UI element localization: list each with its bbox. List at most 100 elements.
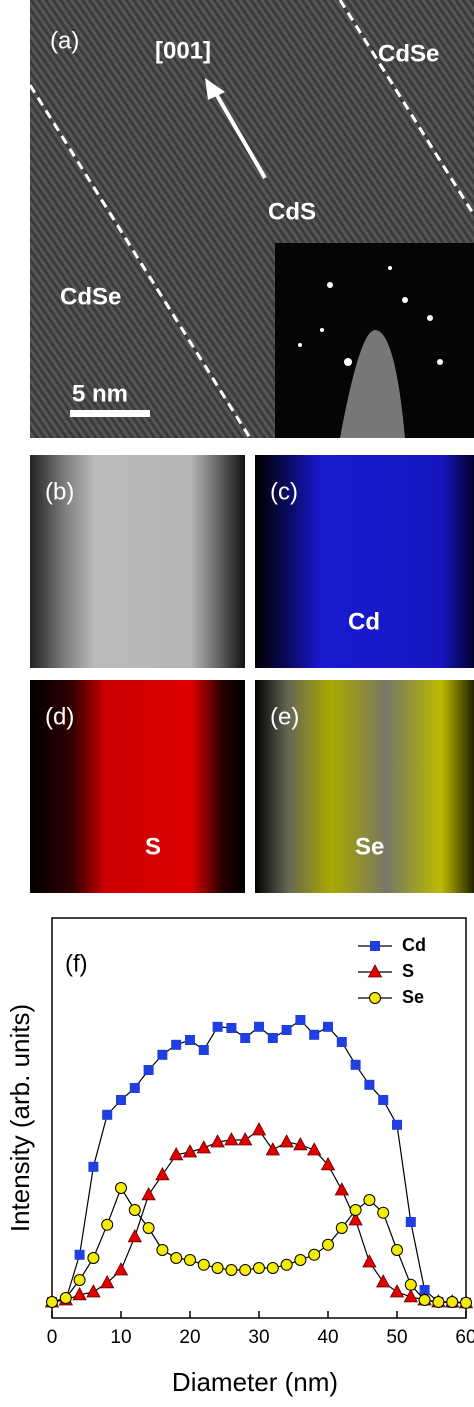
marker [334,1182,349,1196]
series-line [51,1019,466,1304]
marker [46,1296,58,1308]
marker [129,1083,140,1093]
marker [169,1146,184,1161]
marker [403,1288,418,1303]
marker [100,1274,115,1289]
marker [348,1212,363,1226]
element-label: Se [355,833,384,860]
marker [362,1254,377,1268]
series-line [51,1186,467,1304]
diffraction-spots [298,266,443,366]
x-tick-label: 60 [455,1327,474,1348]
element-label: Cd [348,608,380,635]
marker [405,1217,416,1227]
element-label: S [145,833,161,860]
panel-label: (b) [45,478,74,505]
marker [253,1262,265,1274]
marker [419,1285,430,1295]
scale-bar-label: 5 nm [72,380,128,407]
region-label: CdSe [60,283,121,310]
x-tick-label: 30 [248,1327,269,1348]
marker [239,1264,252,1276]
marker [308,1248,321,1261]
marker [280,1258,293,1271]
marker [128,1204,141,1216]
marker [294,1254,307,1266]
marker [226,1023,237,1033]
marker [184,1254,196,1266]
interface-line [338,0,474,216]
beam-stop [340,330,405,438]
marker [101,1218,114,1231]
marker [115,1182,127,1194]
marker [224,1132,239,1146]
marker [102,1109,113,1120]
marker [72,1286,87,1301]
marker [265,1142,280,1156]
marker [307,1142,322,1156]
legend-label: Cd [402,935,426,955]
panel-e-image [255,680,474,893]
marker [392,1119,402,1130]
panel-label: (d) [45,703,74,730]
marker [309,1029,320,1040]
direction-label: [001] [155,37,211,64]
x-tick-label: 50 [386,1327,407,1348]
marker [370,941,380,951]
marker [320,1156,336,1171]
scale-bar [70,410,150,417]
marker [87,1252,100,1264]
marker [251,1122,267,1136]
marker [363,1194,376,1206]
panel-label: (c) [270,478,298,505]
marker [210,1134,225,1148]
marker [212,1021,223,1032]
panel-label: (f) [65,950,88,977]
marker [389,1284,405,1298]
marker [197,1258,210,1271]
marker [155,1166,170,1181]
marker [170,1252,183,1264]
panel-a: (a) [001] CdSe CdS CdSe 5 nm [28,0,474,439]
marker [254,1021,264,1032]
marker [322,1238,334,1251]
marker [336,1037,347,1047]
region-label: CdSe [378,40,439,67]
marker [156,1244,169,1256]
marker [74,1249,85,1260]
panel-d-image [30,680,245,893]
arrow [213,90,267,180]
series-line [51,1129,467,1304]
marker [240,1033,251,1043]
marker [211,1262,224,1274]
legend-label: Se [402,987,424,1007]
marker [432,1296,445,1308]
marker [266,1262,279,1274]
panel-b-image [30,455,245,668]
marker [143,1065,154,1075]
marker [369,992,381,1004]
marker [335,1222,348,1234]
marker [182,1144,198,1158]
panel-label: (e) [270,703,299,730]
marker [391,1244,403,1256]
marker [238,1132,253,1146]
interface-line [28,84,252,439]
marker [88,1161,99,1172]
marker [113,1262,129,1276]
marker [127,1228,142,1243]
marker [460,1296,472,1309]
x-tick-label: 0 [47,1327,58,1348]
marker [185,1035,195,1045]
marker [418,1294,431,1306]
marker [267,1033,278,1043]
marker [367,964,383,978]
marker [198,1045,209,1055]
marker [377,1206,390,1219]
region-label: CdS [268,198,316,225]
y-axis-label: Intensity (arb. units) [5,1004,35,1232]
panel-label: (a) [50,27,79,54]
x-tick-label: 40 [317,1327,338,1348]
